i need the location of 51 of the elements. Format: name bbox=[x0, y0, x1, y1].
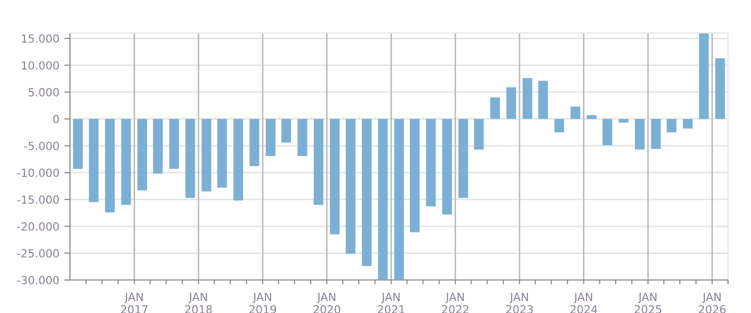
bar bbox=[346, 118, 356, 254]
y-tick-label: -5.000 bbox=[24, 142, 59, 150]
bar bbox=[699, 34, 709, 119]
y-tick-label: -10.000 bbox=[17, 168, 59, 177]
bar bbox=[185, 118, 196, 198]
bar bbox=[651, 118, 661, 149]
bar bbox=[250, 118, 260, 166]
bar bbox=[522, 78, 532, 119]
bar bbox=[634, 118, 645, 150]
bar bbox=[682, 118, 693, 129]
bar bbox=[202, 118, 212, 192]
bar bbox=[362, 118, 372, 266]
bar bbox=[490, 97, 500, 119]
bar bbox=[666, 118, 676, 132]
bar bbox=[153, 118, 163, 174]
bar bbox=[88, 118, 99, 202]
bar bbox=[121, 118, 131, 205]
bar bbox=[169, 118, 179, 169]
bar bbox=[330, 118, 340, 234]
bar bbox=[586, 115, 596, 119]
y-tick-label: -25.000 bbox=[17, 249, 59, 258]
bar bbox=[570, 106, 580, 119]
bar bbox=[458, 118, 468, 198]
y-tick-label: 0 bbox=[53, 114, 59, 124]
bar bbox=[217, 118, 227, 188]
bar bbox=[618, 118, 628, 123]
y-tick-label: 10.000 bbox=[22, 61, 59, 70]
bar bbox=[426, 118, 436, 206]
bar bbox=[314, 118, 324, 205]
bar bbox=[506, 87, 516, 119]
bar bbox=[715, 58, 725, 119]
y-tick-label: -15.000 bbox=[17, 195, 59, 204]
bar bbox=[474, 118, 484, 150]
bar bbox=[73, 118, 83, 169]
bar bbox=[281, 118, 292, 143]
bar bbox=[105, 118, 115, 212]
bar bbox=[266, 118, 276, 156]
bar bbox=[442, 118, 452, 214]
bar bbox=[378, 118, 388, 280]
bar bbox=[137, 118, 148, 190]
bar bbox=[410, 118, 420, 232]
y-tick-label: 5.000 bbox=[28, 88, 59, 96]
y-tick-label: -20.000 bbox=[17, 222, 59, 231]
bar bbox=[602, 118, 612, 146]
bar bbox=[233, 118, 244, 201]
bar bbox=[554, 118, 564, 132]
bar bbox=[394, 118, 404, 280]
bar bbox=[538, 80, 548, 119]
bar bbox=[298, 118, 308, 156]
y-tick-label: 15.000 bbox=[22, 34, 59, 43]
y-tick-label: -30.000 bbox=[17, 276, 59, 284]
